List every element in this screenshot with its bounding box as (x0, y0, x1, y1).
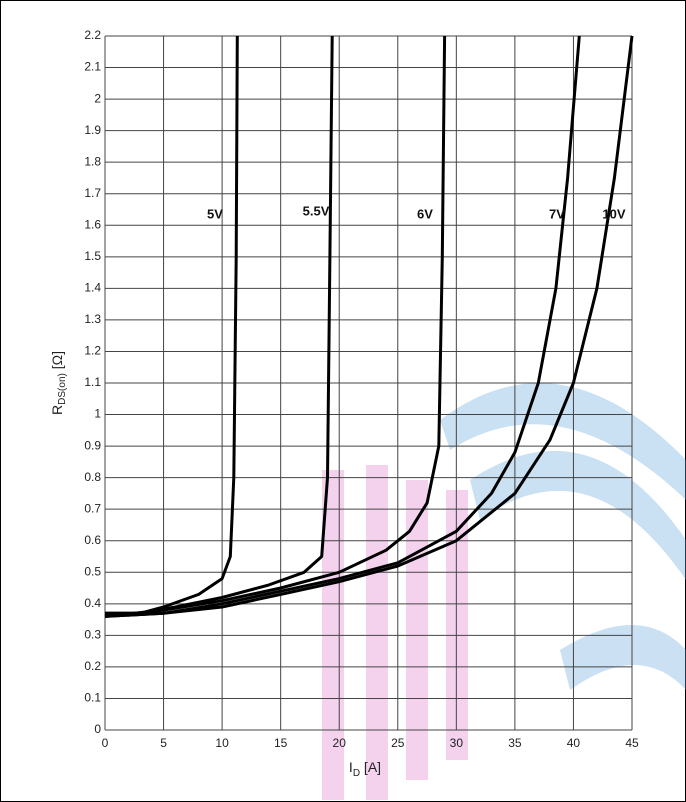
y-tick-label: 0 (94, 722, 101, 736)
y-label-rest: [Ω] (49, 351, 65, 373)
x-tick-label: 35 (508, 736, 522, 750)
x-tick-label: 0 (102, 736, 109, 750)
y-tick-label: 0.5 (84, 564, 101, 578)
y-tick-label: 1.9 (84, 123, 101, 137)
y-tick-label: 1.4 (84, 281, 101, 295)
watermark-bar (446, 490, 468, 760)
x-label-main: I (349, 759, 353, 775)
y-tick-label: 1.8 (84, 154, 101, 168)
y-tick-label: 0.7 (84, 501, 101, 515)
x-tick-label: 30 (450, 736, 464, 750)
x-label-rest: [A] (360, 759, 381, 775)
series-label: 6V (417, 206, 433, 221)
x-axis-label: ID [A] (349, 759, 381, 779)
x-tick-label: 25 (391, 736, 405, 750)
y-axis-label: RDS(on) [Ω] (49, 351, 68, 415)
watermark-wave (560, 625, 686, 690)
x-label-sub: D (353, 768, 360, 779)
y-tick-label: 1.1 (84, 375, 101, 389)
y-tick-label: 2.1 (84, 60, 101, 74)
y-tick-label: 1.3 (84, 312, 101, 326)
x-tick-label: 45 (625, 736, 639, 750)
y-tick-label: 1.2 (84, 344, 101, 358)
y-tick-label: 2 (94, 91, 101, 105)
x-tick-label: 15 (274, 736, 288, 750)
x-tick-label: 5 (160, 736, 167, 750)
watermark-bar (366, 465, 388, 800)
series-line (104, 35, 581, 618)
watermark-wave (440, 383, 686, 500)
x-tick-label: 20 (333, 736, 347, 750)
y-tick-label: 1.6 (84, 217, 101, 231)
series-line (104, 35, 634, 618)
series-label: 7V (549, 206, 565, 221)
y-label-main: R (49, 405, 65, 415)
series-line (104, 35, 447, 618)
y-tick-label: 0.4 (84, 596, 101, 610)
y-tick-label: 1.5 (84, 249, 101, 263)
y-tick-label: 0.9 (84, 438, 101, 452)
y-tick-label: 1.7 (84, 186, 101, 200)
y-tick-label: 0.2 (84, 659, 101, 673)
x-tick-label: 40 (567, 736, 581, 750)
plot-area: 0 0.1 0.2 0.3 0.4 0.5 0.6 0.7 0.8 0.9 1 1.1 1.2 1.3 1.… (84, 28, 639, 750)
watermark-bar (406, 480, 428, 780)
x-tick-label: 10 (215, 736, 229, 750)
y-tick-label: 0.6 (84, 533, 101, 547)
series-label: 5V (207, 206, 223, 221)
series-label: 10V (602, 206, 625, 221)
y-tick-label: 2.2 (84, 28, 101, 42)
series-label: 5.5V (303, 203, 330, 218)
y-tick-label: 0.8 (84, 470, 101, 484)
y-tick-label: 0.3 (84, 628, 101, 642)
y-tick-label: 0.1 (84, 691, 101, 705)
y-tick-label: 1 (94, 407, 101, 421)
y-label-sub: DS(on) (57, 373, 68, 405)
